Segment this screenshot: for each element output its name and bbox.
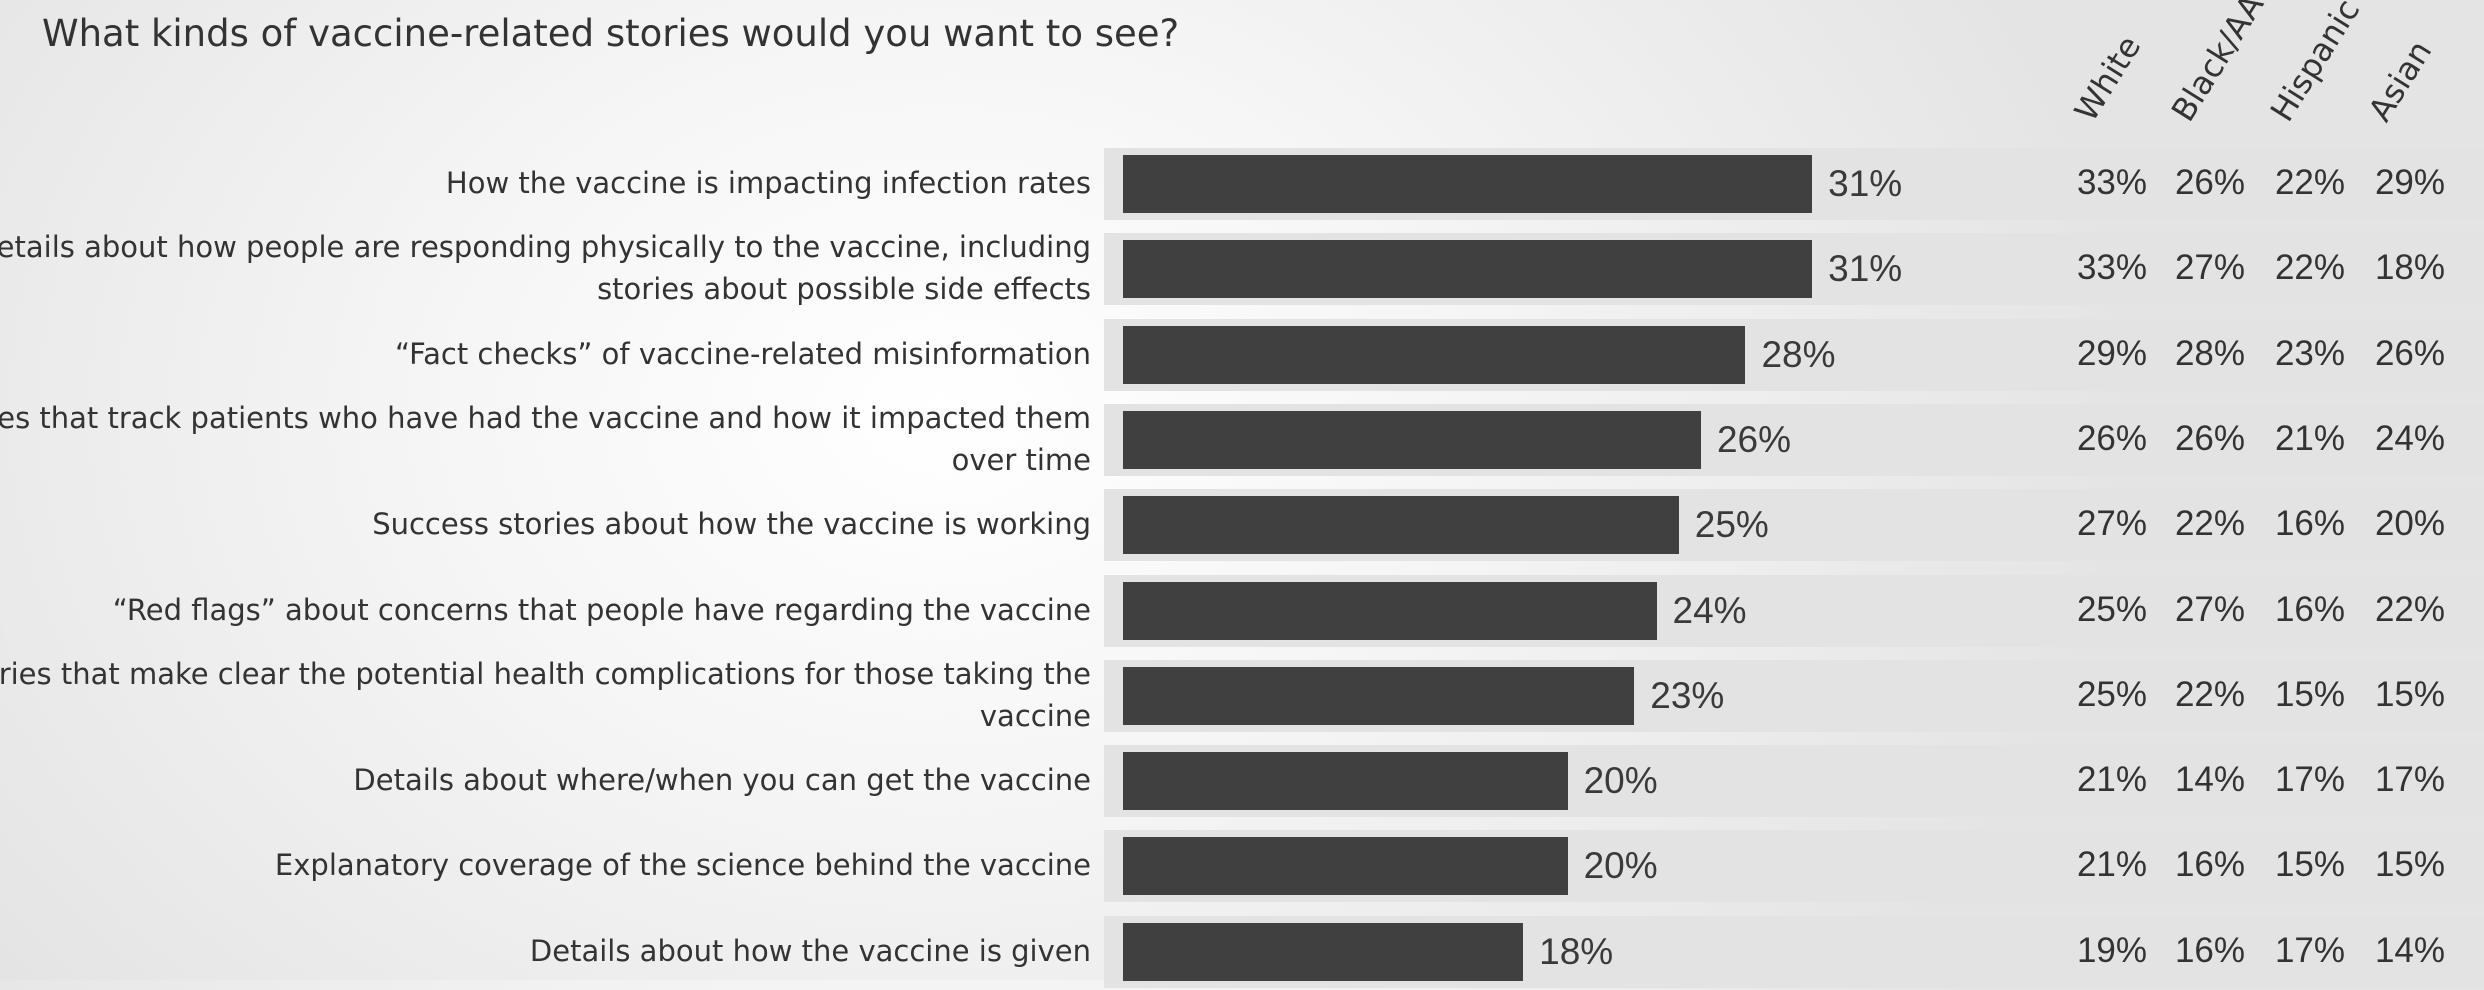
chart-row: How the vaccine is impacting infection r… (0, 144, 2484, 222)
table-cell: 14% (2174, 760, 2246, 800)
table-cell: 23% (2274, 333, 2346, 373)
bar-value-label: 23% (1650, 674, 1725, 716)
category-label: Details about where/when you can get the… (353, 763, 1091, 798)
bar-value-label: 20% (1583, 845, 1658, 887)
table-cell: 25% (2076, 674, 2148, 714)
table-cell: 27% (2174, 589, 2246, 629)
bar-value-label: 31% (1828, 248, 1903, 290)
table-cell: 22% (2174, 504, 2246, 544)
table-cell: 16% (2274, 589, 2346, 629)
table-cell: 17% (2274, 930, 2346, 970)
bar-value-label: 18% (1539, 930, 1614, 972)
table-cell: 29% (2374, 163, 2446, 202)
table-cell: 21% (2076, 760, 2148, 800)
table-cell: 17% (2274, 760, 2346, 800)
chart-row: “Red flags” about concerns that people h… (0, 571, 2484, 649)
bar-value-label: 25% (1694, 504, 1769, 546)
table-cell: 26% (2174, 163, 2246, 202)
chart-row: Explanatory coverage of the science behi… (0, 826, 2484, 904)
bar-value-label: 31% (1828, 163, 1903, 204)
bar (1123, 496, 1679, 555)
chart-row: “Fact checks” of vaccine-related misinfo… (0, 315, 2484, 393)
table-cell: 22% (2174, 674, 2246, 714)
column-header-label: Hispanic (2262, 0, 2368, 128)
chart-row: Details about how people are responding … (0, 229, 2484, 307)
table-cell: 15% (2274, 674, 2346, 714)
table-cell: 16% (2274, 504, 2346, 544)
table-cell: 14% (2374, 930, 2446, 970)
table-cell: 26% (2076, 418, 2148, 458)
bar (1123, 922, 1524, 981)
table-cell: 22% (2274, 163, 2346, 202)
bar (1123, 837, 1568, 896)
category-label: Details about how the vaccine is given (529, 933, 1091, 968)
table-cell: 15% (2274, 845, 2346, 885)
bar (1123, 155, 1813, 213)
column-header-label: White (2066, 28, 2149, 128)
bar (1123, 240, 1813, 299)
bar (1123, 325, 1746, 384)
bar-value-label: 20% (1583, 760, 1658, 802)
category-label: Stories that track patients who have had… (0, 400, 1091, 477)
bar (1123, 581, 1657, 640)
bar (1123, 752, 1568, 811)
table-cell: 18% (2374, 248, 2446, 288)
table-cell: 15% (2374, 674, 2446, 714)
chart-row: Details about how the vaccine is given 18… (0, 912, 2484, 990)
table-cell: 24% (2374, 418, 2446, 458)
table-cell: 33% (2076, 163, 2148, 202)
table-cell: 27% (2174, 248, 2246, 288)
table-cell: 17% (2374, 760, 2446, 800)
category-label: Explanatory coverage of the science behi… (274, 848, 1091, 883)
bar-value-label: 28% (1761, 333, 1836, 375)
table-cell: 20% (2374, 504, 2446, 544)
category-label: Stories that make clear the potential he… (0, 656, 1091, 733)
table-cell: 16% (2174, 845, 2246, 885)
table-cell: 33% (2076, 248, 2148, 288)
table-cell: 22% (2374, 589, 2446, 629)
category-label: “Fact checks” of vaccine-related misinfo… (394, 336, 1091, 371)
table-cell: 26% (2174, 418, 2246, 458)
table-cell: 22% (2274, 248, 2346, 288)
chart-row: Details about where/when you can get the… (0, 741, 2484, 819)
table-cell: 15% (2374, 845, 2446, 885)
column-header-label: Asian (2360, 33, 2440, 128)
bar (1123, 410, 1701, 469)
table-cell: 25% (2076, 589, 2148, 629)
chart-row: Stories that track patients who have had… (0, 400, 2484, 478)
chart-row: Stories that make clear the potential he… (0, 656, 2484, 734)
table-cell: 28% (2174, 333, 2246, 373)
page-title: What kinds of vaccine-related stories wo… (42, 12, 1180, 55)
table-cell: 26% (2374, 333, 2446, 373)
table-cell: 21% (2076, 845, 2148, 885)
bar (1123, 666, 1635, 725)
category-label: Details about how people are responding … (0, 230, 1091, 307)
table-cell: 21% (2274, 418, 2346, 458)
table-cell: 29% (2076, 333, 2148, 373)
category-label: Success stories about how the vaccine is… (372, 507, 1091, 542)
table-cell: 16% (2174, 930, 2246, 970)
category-label: How the vaccine is impacting infection r… (445, 166, 1091, 200)
bar-value-label: 26% (1716, 418, 1792, 460)
column-header-label: Black/AA (2163, 0, 2272, 128)
chart-row: Success stories about how the vaccine is… (0, 485, 2484, 563)
table-cell: 27% (2076, 504, 2148, 544)
category-label: “Red flags” about concerns that people h… (112, 592, 1091, 627)
table-cell: 19% (2076, 930, 2148, 970)
bar-value-label: 24% (1672, 589, 1747, 631)
